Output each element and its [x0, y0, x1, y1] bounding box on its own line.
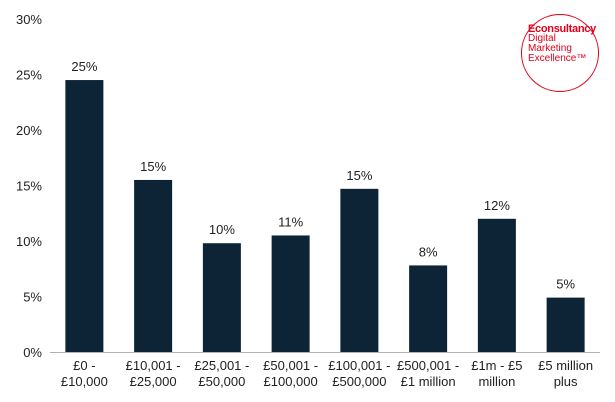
x-tick-label: £50,001 - — [263, 358, 318, 373]
bar — [546, 297, 585, 352]
logo-line-1: Digital — [528, 33, 556, 44]
bar — [477, 218, 516, 352]
y-tick-label: 15% — [16, 179, 42, 194]
bar — [409, 265, 448, 352]
bar — [65, 80, 104, 353]
data-label: 5% — [556, 277, 575, 292]
logo-line-2: Marketing — [528, 43, 572, 54]
x-tick-label: million — [478, 374, 515, 389]
x-tick-label: £50,000 — [198, 374, 245, 389]
x-tick-label: £25,000 — [130, 374, 177, 389]
x-tick-label: £5 million — [538, 358, 593, 373]
econsultancy-logo — [521, 14, 599, 92]
data-label: 12% — [484, 198, 510, 213]
x-tick-label: £1 million — [401, 374, 456, 389]
x-tick-label: £1m - £5 — [471, 358, 522, 373]
logo-brand: Econsultancy — [528, 23, 596, 35]
logo-line-3: Excellence™ — [528, 53, 587, 64]
logo-text: Econsultancy Digital Marketing Excellenc… — [528, 24, 598, 64]
y-tick-label: 30% — [16, 12, 42, 27]
x-tick-label: £500,000 — [332, 374, 386, 389]
data-label: 10% — [209, 222, 235, 237]
bar — [134, 179, 173, 352]
bar — [271, 235, 310, 352]
y-tick-label: 20% — [16, 123, 42, 138]
x-tick-label: £10,000 — [61, 374, 108, 389]
y-tick-label: 10% — [16, 234, 42, 249]
data-label: 15% — [346, 168, 372, 183]
y-tick-label: 25% — [16, 68, 42, 83]
bar — [202, 243, 241, 352]
data-label: 8% — [419, 244, 438, 259]
x-tick-label: £100,000 — [264, 374, 318, 389]
x-tick-label: £100,001 - — [328, 358, 390, 373]
data-label: 15% — [140, 159, 166, 174]
x-tick-label: £500,001 - — [397, 358, 459, 373]
y-tick-label: 5% — [23, 290, 42, 305]
data-label: 25% — [71, 59, 97, 74]
x-tick-label: £10,001 - — [126, 358, 181, 373]
y-tick-label: 0% — [23, 345, 42, 360]
bar — [340, 188, 379, 352]
x-tick-label: £0 - — [73, 358, 95, 373]
x-tick-label: £25,001 - — [194, 358, 249, 373]
x-tick-label: plus — [554, 374, 578, 389]
data-label: 11% — [278, 214, 303, 229]
